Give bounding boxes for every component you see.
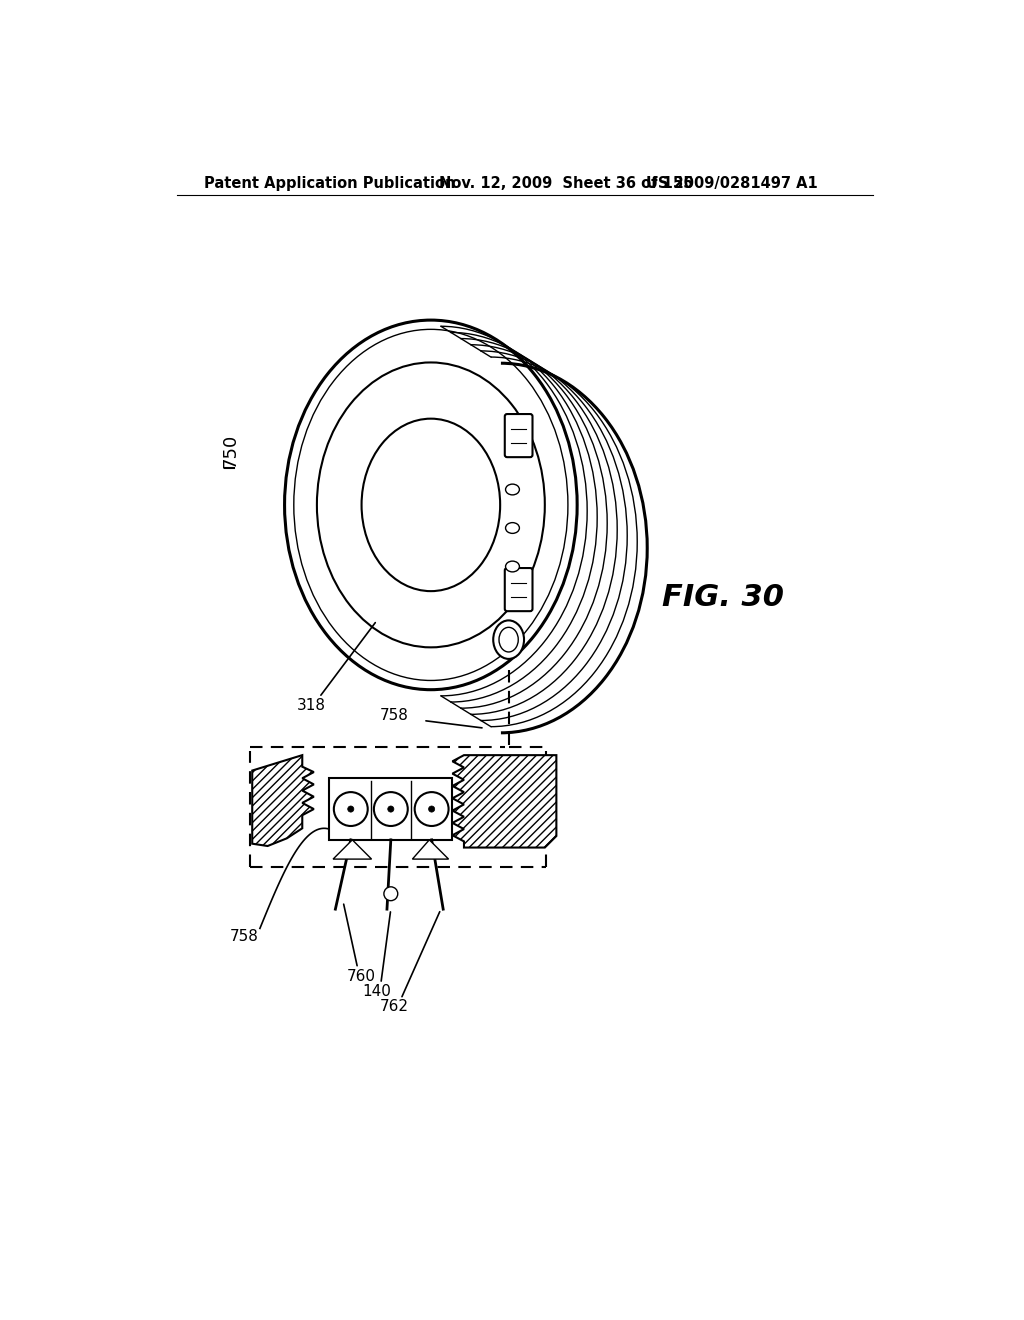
Ellipse shape bbox=[499, 627, 518, 652]
Ellipse shape bbox=[285, 321, 578, 689]
Text: 762: 762 bbox=[380, 999, 410, 1015]
Ellipse shape bbox=[494, 620, 524, 659]
Circle shape bbox=[374, 792, 408, 826]
Ellipse shape bbox=[506, 523, 519, 533]
Circle shape bbox=[429, 807, 435, 812]
Polygon shape bbox=[252, 755, 313, 846]
Text: 318: 318 bbox=[297, 697, 326, 713]
Circle shape bbox=[415, 792, 449, 826]
Circle shape bbox=[384, 887, 397, 900]
Circle shape bbox=[348, 807, 354, 812]
Text: 750: 750 bbox=[221, 434, 240, 469]
FancyBboxPatch shape bbox=[505, 568, 532, 611]
Text: FIG. 30: FIG. 30 bbox=[663, 583, 784, 611]
Ellipse shape bbox=[506, 484, 519, 495]
Circle shape bbox=[334, 792, 368, 826]
Text: 758: 758 bbox=[230, 928, 259, 944]
Polygon shape bbox=[413, 840, 449, 859]
Polygon shape bbox=[333, 840, 372, 859]
Text: US 2009/0281497 A1: US 2009/0281497 A1 bbox=[646, 176, 818, 190]
Circle shape bbox=[388, 807, 394, 812]
Text: 758: 758 bbox=[380, 709, 409, 723]
FancyBboxPatch shape bbox=[505, 414, 532, 457]
Text: Patent Application Publication: Patent Application Publication bbox=[204, 176, 456, 190]
Text: Nov. 12, 2009  Sheet 36 of 155: Nov. 12, 2009 Sheet 36 of 155 bbox=[438, 176, 693, 190]
Text: 760: 760 bbox=[347, 969, 376, 983]
Text: 140: 140 bbox=[362, 983, 391, 999]
Ellipse shape bbox=[506, 561, 519, 572]
Polygon shape bbox=[453, 755, 556, 847]
Bar bbox=[330, 779, 453, 840]
